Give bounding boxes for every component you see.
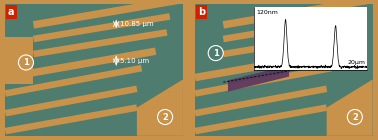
Text: 5.10 μm: 5.10 μm — [120, 58, 149, 64]
Polygon shape — [137, 79, 183, 136]
Polygon shape — [5, 37, 34, 84]
Text: 1: 1 — [23, 58, 29, 67]
Polygon shape — [5, 104, 138, 134]
Polygon shape — [5, 47, 156, 81]
Polygon shape — [223, 0, 373, 29]
Polygon shape — [5, 86, 138, 116]
Polygon shape — [228, 65, 289, 92]
Polygon shape — [33, 13, 170, 42]
Text: 2: 2 — [352, 113, 358, 122]
Polygon shape — [194, 104, 327, 134]
Polygon shape — [194, 86, 327, 116]
Polygon shape — [223, 13, 360, 42]
Text: b: b — [198, 7, 205, 17]
Polygon shape — [33, 0, 184, 29]
Polygon shape — [223, 29, 357, 57]
Polygon shape — [194, 65, 332, 97]
Polygon shape — [327, 79, 373, 136]
Polygon shape — [5, 65, 142, 97]
Text: 1: 1 — [213, 49, 218, 58]
Text: a: a — [8, 7, 15, 17]
Polygon shape — [33, 29, 167, 57]
Text: 10.85 μm: 10.85 μm — [120, 21, 153, 27]
Polygon shape — [194, 47, 346, 81]
Text: 2: 2 — [162, 113, 168, 122]
